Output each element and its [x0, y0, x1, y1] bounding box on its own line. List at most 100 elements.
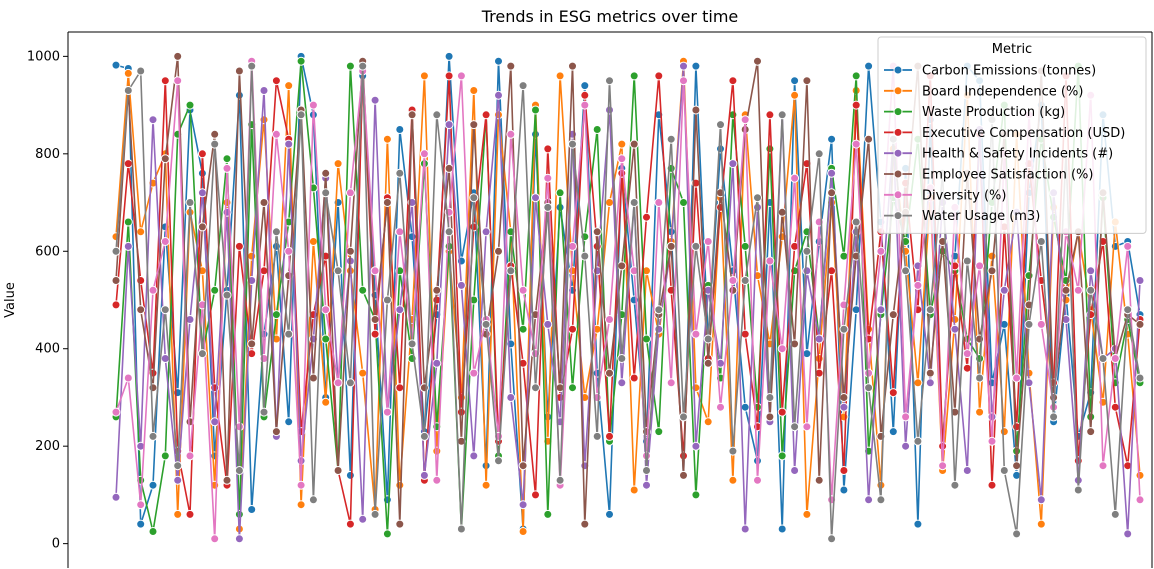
data-point: [1123, 529, 1133, 539]
data-point: [814, 334, 824, 344]
data-point: [456, 280, 466, 290]
data-point: [395, 480, 405, 490]
data-point: [395, 125, 405, 134]
data-point: [123, 241, 133, 251]
data-point: [333, 466, 343, 475]
data-point: [999, 427, 1009, 437]
data-point: [518, 461, 528, 471]
data-point: [839, 393, 849, 402]
data-point: [691, 105, 701, 115]
data-point: [568, 383, 577, 393]
data-point: [345, 519, 355, 529]
data-point: [321, 334, 331, 344]
series-line: [115, 65, 1141, 540]
data-point: [444, 120, 454, 130]
data-point: [864, 383, 874, 393]
data-point: [629, 266, 639, 276]
data-point: [333, 378, 343, 388]
data-point: [518, 500, 528, 510]
data-point: [1036, 319, 1046, 329]
data-point: [234, 66, 244, 76]
data-point: [629, 139, 639, 149]
data-point: [629, 71, 639, 81]
data-point: [1049, 412, 1059, 422]
data-point: [271, 427, 281, 437]
data-point: [740, 241, 750, 251]
data-point: [975, 373, 985, 383]
data-point: [691, 61, 701, 71]
data-point: [629, 198, 639, 207]
data-point: [716, 144, 725, 154]
data-point: [160, 305, 170, 315]
data-point: [777, 110, 787, 120]
legend-marker: [893, 211, 903, 221]
data-point: [802, 76, 812, 86]
data-point: [321, 188, 331, 198]
data-point: [148, 285, 158, 295]
data-point: [494, 456, 503, 466]
data-point: [568, 61, 577, 71]
legend-label: Diversity (%): [922, 188, 1006, 203]
data-point: [234, 241, 244, 251]
data-point: [444, 51, 454, 61]
data-point: [1036, 237, 1046, 246]
data-point: [679, 412, 688, 422]
data-point: [111, 300, 121, 310]
data-point: [197, 188, 207, 198]
data-point: [605, 198, 614, 207]
data-point: [592, 125, 602, 134]
data-point: [765, 256, 775, 266]
data-point: [827, 188, 837, 198]
data-point: [518, 527, 528, 536]
data-point: [864, 495, 874, 505]
data-point: [469, 368, 479, 378]
data-point: [358, 514, 368, 524]
data-point: [925, 368, 935, 378]
data-point: [888, 310, 898, 320]
data-point: [432, 110, 442, 120]
data-point: [753, 475, 762, 485]
data-point: [358, 61, 368, 71]
data-point: [222, 290, 232, 300]
data-point: [123, 159, 133, 169]
data-point: [444, 227, 454, 237]
data-point: [444, 71, 454, 81]
data-point: [950, 480, 960, 490]
y-tick-label: 0: [52, 537, 60, 552]
data-point: [111, 276, 121, 285]
data-point: [543, 202, 553, 212]
data-point: [358, 285, 368, 295]
data-point: [123, 68, 133, 78]
data-point: [999, 285, 1009, 295]
data-point: [987, 266, 997, 276]
data-point: [111, 246, 121, 256]
data-point: [543, 509, 553, 519]
data-point: [222, 163, 232, 173]
data-point: [481, 480, 491, 490]
y-tick-label: 800: [35, 147, 60, 162]
legend-marker: [893, 86, 903, 96]
data-point: [494, 90, 503, 100]
data-point: [691, 241, 701, 251]
legend-label: Executive Compensation (USD): [922, 126, 1125, 141]
data-point: [160, 354, 170, 363]
data-point: [913, 378, 923, 388]
data-point: [210, 417, 220, 427]
data-point: [839, 324, 849, 334]
data-point: [777, 344, 787, 354]
data-point: [136, 500, 146, 510]
data-point: [370, 95, 380, 105]
data-point: [531, 193, 540, 203]
data-point: [1073, 456, 1083, 466]
data-point: [271, 310, 281, 320]
data-point: [271, 129, 281, 139]
data-point: [419, 383, 429, 393]
legend-marker: [893, 65, 903, 75]
data-point: [148, 480, 158, 490]
data-point: [296, 480, 306, 490]
data-point: [296, 56, 306, 66]
data-point: [740, 276, 750, 285]
data-point: [555, 475, 565, 485]
data-point: [469, 193, 479, 203]
data-point: [456, 71, 466, 81]
